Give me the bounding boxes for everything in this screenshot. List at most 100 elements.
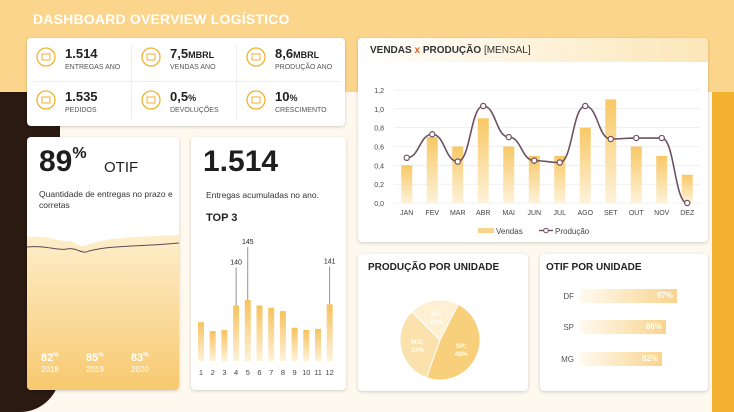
otif-year-2018: 82% 2018 xyxy=(41,352,81,374)
slice-RJ xyxy=(411,299,459,341)
x-tick-8: 8 xyxy=(281,368,285,377)
bar-vendas-SET xyxy=(605,99,617,203)
kpi-unit: % xyxy=(188,93,197,103)
x-tick-NOV: NOV xyxy=(654,210,670,217)
slice-label-MG: MG; xyxy=(411,339,424,346)
kpi-value: 7,5MBRL xyxy=(170,46,215,61)
x-tick-DEZ: DEZ xyxy=(680,210,695,217)
sales-production-card: VENDAS x PRODUÇÃO [MENSAL] 0,0 0,2 0,4 0,6 0… xyxy=(358,38,708,242)
x-tick-9: 9 xyxy=(293,368,297,377)
bar-4 xyxy=(233,305,240,361)
bar-5 xyxy=(244,300,251,361)
year-label: 2018 xyxy=(41,365,59,374)
point-producao-DEZ xyxy=(684,199,691,207)
legend-marker-producao xyxy=(543,227,549,234)
otif-bar-label: 86% xyxy=(645,322,662,331)
legend-label-vendas: Vendas xyxy=(496,227,523,236)
y-tick-label: 0,6 xyxy=(374,145,384,152)
point-producao-OUT xyxy=(633,134,640,142)
x-tick-ABR: ABR xyxy=(476,210,490,217)
truck-icon xyxy=(36,47,56,67)
production-unit-card: PRODUÇÃO POR UNIDADE SP; 48% MG; 32% RJ; 20% xyxy=(358,254,528,391)
year-unit: % xyxy=(143,352,149,359)
x-tick-7: 7 xyxy=(269,368,273,377)
year-value: 82% xyxy=(41,352,59,364)
kpi-1: 7,5MBRL VENDAS ANO xyxy=(140,44,235,78)
x-tick-JUL: JUL xyxy=(554,210,567,217)
point-producao-JUL xyxy=(556,159,563,166)
growth-chart-icon xyxy=(246,90,266,110)
boxes-icon xyxy=(36,90,56,110)
x-tick-MAR: MAR xyxy=(450,210,466,217)
x-tick-3: 3 xyxy=(222,368,226,377)
x-tick-2: 2 xyxy=(211,368,215,377)
kpi-label: PRODUÇÃO ANO xyxy=(275,64,333,71)
bar-vendas-AGO xyxy=(579,127,591,203)
otif-value: 89% xyxy=(39,145,87,178)
otif-bar-label: 82% xyxy=(641,354,658,363)
bar-vendas-DEZ xyxy=(681,174,693,203)
bar-1 xyxy=(198,322,204,361)
otif-year-2019: 85% 2019 xyxy=(86,352,126,374)
bar-vendas-JAN xyxy=(401,165,413,203)
otif-description: Quantidade de entregas no prazo e corret… xyxy=(39,189,173,210)
kpi-unit: % xyxy=(289,93,298,103)
bar-vendas-OUT xyxy=(630,146,642,203)
bar-3 xyxy=(221,329,228,361)
bar-6 xyxy=(256,305,263,361)
kpi-5: 10% CRESCIMENTO xyxy=(245,87,340,121)
bar-vendas-ABR xyxy=(477,118,489,203)
point-producao-FEV xyxy=(429,131,436,138)
otif-label: OTIF xyxy=(104,159,139,176)
otif-unit-card: OTIF POR UNIDADE DF 97% SP 86% MG 82% xyxy=(540,254,708,391)
kpi-label: PEDIDOS xyxy=(65,107,97,114)
y-tick-label: 1,2 xyxy=(374,88,384,95)
kpi-value: 10% xyxy=(275,89,298,104)
y-tick-label: 0,2 xyxy=(374,182,384,189)
kpi-label: ENTREGAS ANO xyxy=(65,64,121,71)
otif-area-chart xyxy=(27,235,179,390)
money-bag-icon xyxy=(141,47,161,67)
otif-bar-DF: 97% xyxy=(580,289,677,303)
kpi-label: DEVOLUÇÕES xyxy=(170,107,219,114)
return-icon xyxy=(141,90,161,110)
kpi-value: 8,6MBRL xyxy=(275,46,320,61)
sales-production-chart: 0,0 0,2 0,4 0,6 0,8 1,0 1,2 JAN FEV MAR ABR MAI JUN J… xyxy=(374,88,700,236)
data-label-4: 140 xyxy=(230,260,242,267)
slice-MG xyxy=(399,311,441,379)
decorative-right-band xyxy=(712,92,734,412)
slice-label-SP: SP; xyxy=(456,343,467,350)
point-producao-SET xyxy=(607,135,614,143)
otif-bar-label: 97% xyxy=(656,291,673,300)
data-label-12: 141 xyxy=(324,258,336,265)
bar-12 xyxy=(326,304,333,361)
divider xyxy=(131,44,132,120)
legend-swatch-vendas xyxy=(478,228,494,233)
otif-year-2020: 83% 2020 xyxy=(131,352,171,374)
x-tick-FEV: FEV xyxy=(425,210,439,217)
kpi-label: VENDAS ANO xyxy=(170,64,216,71)
kpi-value: 0,5% xyxy=(170,89,197,104)
bar-2 xyxy=(209,331,216,361)
x-tick-AGO: AGO xyxy=(577,210,593,217)
kpi-value: 1.535 xyxy=(65,89,98,104)
point-producao-JUN xyxy=(531,157,538,164)
x-tick-4: 4 xyxy=(234,368,238,377)
line-producao xyxy=(406,105,688,204)
year-unit: % xyxy=(98,352,104,359)
x-tick-OUT: OUT xyxy=(629,210,645,217)
point-producao-ABR xyxy=(480,102,487,110)
page-title: DASHBOARD OVERVIEW LOGÍSTICO xyxy=(33,11,290,27)
production-pie-chart: SP;48% MG;32% RJ;20% xyxy=(399,299,481,381)
x-tick-12: 12 xyxy=(326,368,334,377)
legend-label-producao: Produção xyxy=(555,227,590,236)
y-tick-label: 0,4 xyxy=(374,163,384,170)
year-label: 2019 xyxy=(86,365,104,374)
point-producao-JAN xyxy=(403,154,410,162)
section-title: PRODUÇÃO POR UNIDADE xyxy=(368,262,500,273)
kpi-unit: MBRL xyxy=(293,50,320,60)
bar-vendas-NOV xyxy=(656,155,668,203)
point-producao-MAI xyxy=(505,133,512,141)
slice-label-MG: 32% xyxy=(411,347,424,354)
kpi-value: 1.514 xyxy=(65,46,98,61)
